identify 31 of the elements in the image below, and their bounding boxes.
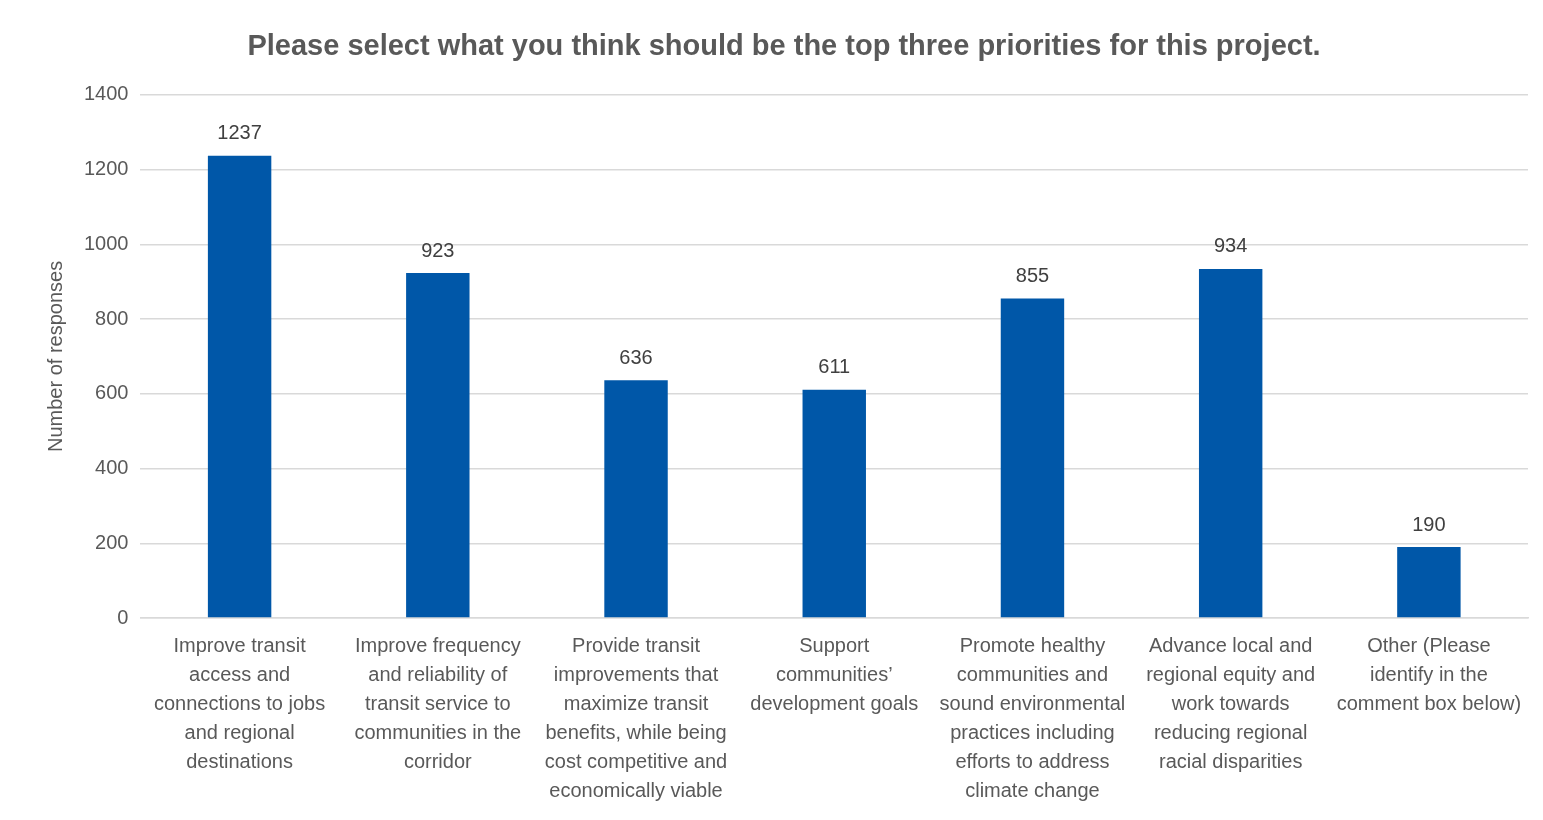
bar: [1198, 268, 1263, 618]
x-tick-label: Advance local and regional equity and work towards reducing regional racial disparities: [1146, 634, 1316, 773]
y-tick-label: 600: [95, 381, 129, 404]
x-tick-label: Improve frequency and reliability of transit service to communities in the corridor: [354, 634, 522, 773]
data-label: 855: [1015, 263, 1050, 286]
data-label: 934: [1213, 234, 1248, 257]
bar: [802, 389, 866, 618]
data-label: 1237: [217, 121, 262, 144]
x-tick-label: Provide transit improvements that maximize transit benefits, while being cost competitive and economically viable: [544, 634, 728, 802]
data-label: 611: [818, 355, 851, 378]
y-tick-label: 1200: [83, 157, 129, 180]
bar: [406, 273, 470, 618]
data-label: 923: [421, 238, 455, 261]
x-tick-label: Promote healthy communities and sound environmental practices including efforts to address climate change: [939, 634, 1126, 802]
x-tick-label: Support communities’ development goals: [750, 634, 919, 715]
bar: [1397, 546, 1461, 618]
bar: [207, 155, 272, 618]
bar: [1000, 298, 1065, 618]
chart-title: Please select what you think should be the top three priorities for this project.: [247, 29, 1321, 62]
data-label: 636: [619, 345, 653, 368]
y-tick-label: 0: [117, 605, 129, 628]
y-tick-label: 1400: [83, 82, 129, 105]
y-axis-title: Number of responses: [43, 260, 66, 452]
y-tick-label: 200: [95, 530, 129, 553]
x-tick-label: Improve transit access and connections to jobs and regional destinations: [153, 634, 326, 773]
y-tick-label: 800: [95, 306, 129, 329]
x-tick-label: Other (Please identify in the comment box below): [1336, 634, 1522, 715]
bar: [604, 380, 668, 618]
data-label: 190: [1412, 512, 1446, 535]
y-tick-label: 1000: [83, 231, 129, 254]
y-tick-label: 400: [95, 456, 129, 479]
